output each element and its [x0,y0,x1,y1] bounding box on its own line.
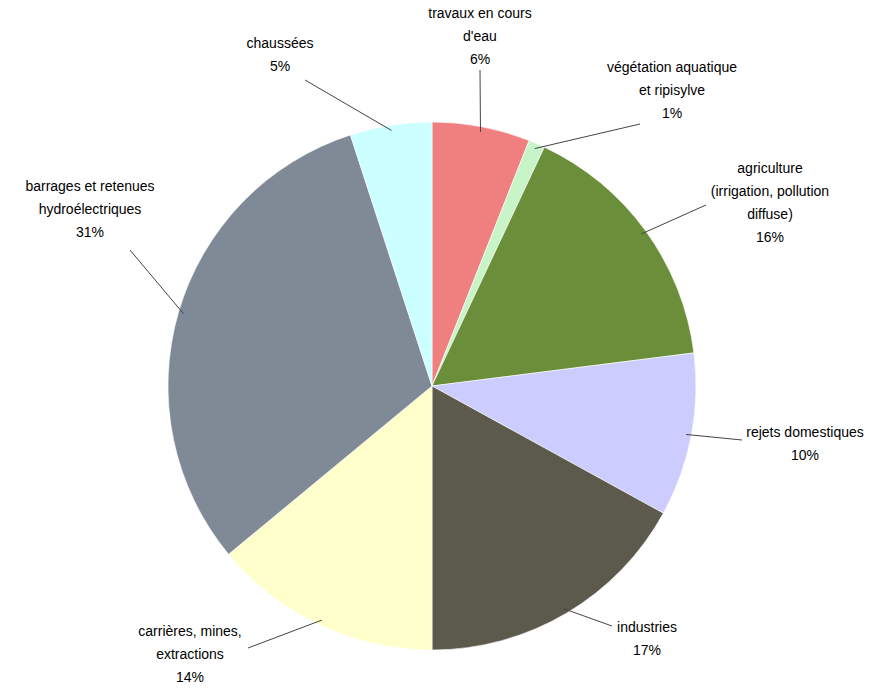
leader-line [641,205,706,234]
value-label: 10% [791,447,819,463]
category-label: rejets domestiques [746,424,864,440]
category-label: travaux en cours d'eau [428,5,532,44]
leader-lines [130,70,742,648]
category-label: industries [617,619,677,635]
label-line: chaussées [247,35,314,51]
slice-label: agriculture (irrigation, pollution diffuse… [711,160,829,245]
label-line: agriculture [737,160,803,176]
value-label: 16% [756,229,784,245]
slice-label: rejets domestiques 10% [746,424,864,463]
label-line: (irrigation, pollution [711,183,829,199]
value-label: 31% [76,224,104,240]
chart: travaux en cours d'eau 6% végétation aquati… [0,0,880,695]
slice-label: industries 17% [617,619,677,658]
category-label: végétation aquatique et ripisylve [607,59,737,98]
category-label: agriculture (irrigation, pollution diffuse… [711,160,829,222]
leader-line [248,620,322,648]
label-line: d'eau [463,28,497,44]
leader-line [480,70,481,132]
value-label: 1% [662,105,682,121]
pie [168,122,696,650]
category-label: chaussées [247,35,314,51]
value-label: 17% [633,642,661,658]
leader-line [305,80,392,130]
leader-line [535,124,640,149]
value-label: 5% [270,58,290,74]
value-label: 6% [470,51,490,67]
slice-label: chaussées 5% [247,35,314,74]
label-line: extractions [156,646,224,662]
labels: travaux en cours d'eau 6% végétation aquati… [25,5,863,685]
label-line: barrages et retenues [25,178,154,194]
label-line: industries [617,619,677,635]
label-line: et ripisylve [639,82,705,98]
value-label: 14% [176,669,204,685]
slice-label: carrières, mines, extractions 14% [138,623,241,685]
leader-line [130,250,184,314]
leader-line [564,609,612,626]
leader-line [686,434,742,440]
slice-label: végétation aquatique et ripisylve 1% [607,59,737,121]
slice [350,122,432,386]
slice [432,386,663,650]
label-line: travaux en cours [428,5,532,21]
label-line: rejets domestiques [746,424,864,440]
label-line: carrières, mines, [138,623,241,639]
slice-label: barrages et retenues hydroélectriques 31% [25,178,154,240]
label-line: diffuse) [747,206,793,222]
label-line: hydroélectriques [39,201,142,217]
label-line: végétation aquatique [607,59,737,75]
slice-label: travaux en cours d'eau 6% [428,5,532,67]
category-label: barrages et retenues hydroélectriques [25,178,154,217]
category-label: carrières, mines, extractions [138,623,241,662]
slice [432,147,694,386]
